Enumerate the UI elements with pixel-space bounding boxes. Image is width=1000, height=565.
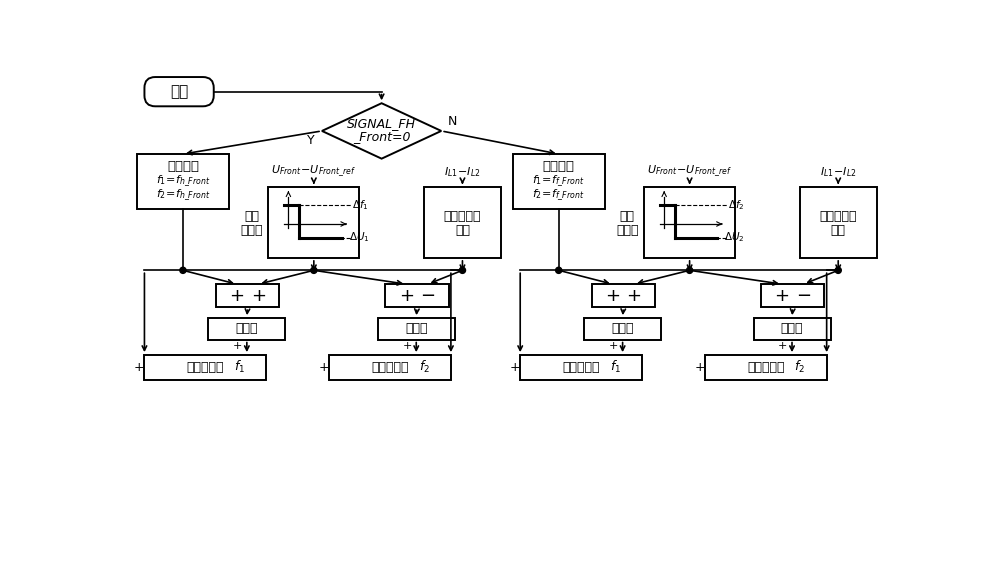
Text: $U_{Front}\!-\!U_{Front\_ref}$: $U_{Front}\!-\!U_{Front\_ref}$: [271, 164, 356, 180]
Circle shape: [311, 267, 317, 273]
Bar: [216, 284, 279, 307]
Text: SIGNAL_FH: SIGNAL_FH: [347, 118, 416, 131]
Bar: [144, 355, 266, 380]
Text: +: +: [775, 286, 790, 305]
Bar: [754, 318, 831, 340]
Circle shape: [687, 267, 693, 273]
Text: 累加器: 累加器: [236, 322, 258, 336]
Text: 死区: 死区: [244, 210, 259, 223]
Bar: [761, 284, 824, 307]
Text: −: −: [420, 286, 435, 305]
Text: _Front=0: _Front=0: [353, 130, 410, 143]
Text: 控制器: 控制器: [616, 224, 638, 237]
Bar: [592, 284, 655, 307]
Circle shape: [835, 267, 841, 273]
Bar: [268, 187, 359, 258]
Text: $f_2$: $f_2$: [794, 359, 805, 375]
Text: $f_2\!=\!f_{f\_Front}$: $f_2\!=\!f_{f\_Front}$: [532, 188, 585, 203]
Bar: [378, 318, 455, 340]
Text: $f_2$: $f_2$: [419, 359, 430, 375]
Circle shape: [180, 267, 186, 273]
Text: 限幅输出，: 限幅输出，: [371, 361, 409, 374]
Text: Y: Y: [307, 134, 315, 147]
Text: −: −: [796, 286, 811, 305]
Text: 限幅输出，: 限幅输出，: [562, 361, 600, 374]
Bar: [705, 355, 827, 380]
Text: +: +: [399, 286, 414, 305]
Text: 控制器: 控制器: [240, 224, 263, 237]
Text: 全桥模式: 全桥模式: [543, 160, 575, 173]
Text: +: +: [778, 341, 787, 351]
Text: $\Delta f_1$: $\Delta f_1$: [352, 198, 369, 212]
Bar: [512, 154, 605, 210]
Text: $\Delta f_2$: $\Delta f_2$: [728, 198, 745, 212]
Text: 死区: 死区: [620, 210, 635, 223]
Text: $\Delta U_2$: $\Delta U_2$: [724, 231, 745, 244]
Text: $f_1\!=\!f_{f\_Front}$: $f_1\!=\!f_{f\_Front}$: [532, 174, 585, 189]
Text: +: +: [402, 341, 412, 351]
FancyBboxPatch shape: [144, 77, 214, 106]
Text: +: +: [229, 286, 244, 305]
Text: 限幅输出，: 限幅输出，: [187, 361, 224, 374]
Text: 多路均流控: 多路均流控: [444, 210, 481, 223]
Text: 开始: 开始: [170, 84, 188, 99]
Bar: [208, 318, 285, 340]
Text: 累加器: 累加器: [405, 322, 428, 336]
Text: +: +: [694, 361, 705, 374]
Text: 制器: 制器: [831, 224, 846, 237]
Bar: [800, 187, 877, 258]
Bar: [385, 284, 449, 307]
Text: $U_{Front}\!-\!U_{Front\_ref}$: $U_{Front}\!-\!U_{Front\_ref}$: [647, 164, 732, 180]
Bar: [137, 154, 229, 210]
Text: 半桥模式: 半桥模式: [167, 160, 199, 173]
Text: $f_1\!=\!f_{h\_Front}$: $f_1\!=\!f_{h\_Front}$: [156, 174, 210, 189]
Bar: [644, 187, 735, 258]
Text: 累加器: 累加器: [611, 322, 634, 336]
Bar: [584, 318, 661, 340]
Text: 多路均流控: 多路均流控: [819, 210, 857, 223]
Text: +: +: [609, 341, 618, 351]
Text: N: N: [447, 115, 457, 128]
Text: +: +: [605, 286, 620, 305]
Circle shape: [556, 267, 562, 273]
Bar: [424, 187, 501, 258]
Text: $f_2\!=\!f_{h\_Front}$: $f_2\!=\!f_{h\_Front}$: [156, 188, 210, 203]
Text: $I_{L1}\!-\!I_{L2}$: $I_{L1}\!-\!I_{L2}$: [444, 165, 481, 179]
Text: +: +: [509, 361, 520, 374]
Text: +: +: [134, 361, 144, 374]
Text: $I_{L1}\!-\!I_{L2}$: $I_{L1}\!-\!I_{L2}$: [820, 165, 857, 179]
Polygon shape: [322, 103, 441, 159]
Text: $f_1$: $f_1$: [234, 359, 245, 375]
Text: +: +: [233, 341, 242, 351]
Text: $\Delta U_1$: $\Delta U_1$: [349, 231, 369, 244]
Text: +: +: [251, 286, 266, 305]
Text: +: +: [319, 361, 329, 374]
Bar: [329, 355, 451, 380]
Text: $f_1$: $f_1$: [610, 359, 621, 375]
Text: +: +: [627, 286, 642, 305]
Bar: [520, 355, 642, 380]
Circle shape: [459, 267, 466, 273]
Text: 制器: 制器: [455, 224, 470, 237]
Text: 累加器: 累加器: [781, 322, 803, 336]
Text: 限幅输出，: 限幅输出，: [747, 361, 785, 374]
